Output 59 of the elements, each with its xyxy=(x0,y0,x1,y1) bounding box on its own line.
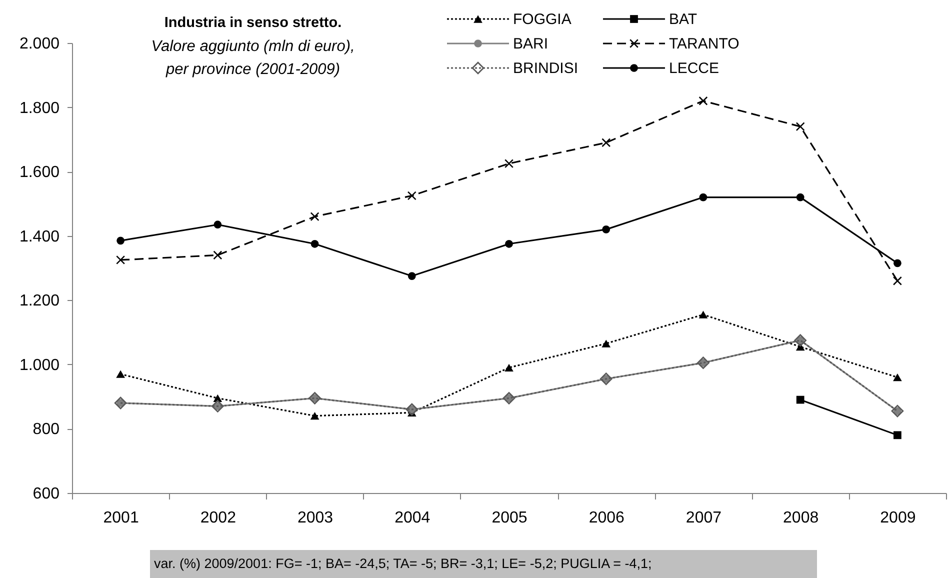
y-tick-label: 1.800 xyxy=(19,100,60,117)
chart-title: Industria in senso stretto. xyxy=(164,15,342,31)
x-tick-label: 2004 xyxy=(394,510,430,526)
legend-label: TARANTO xyxy=(669,36,740,52)
x-tick-label: 2009 xyxy=(880,510,916,526)
y-tick-label: 1.400 xyxy=(19,228,60,246)
legend-label: FOGGIA xyxy=(513,11,572,28)
point xyxy=(698,96,708,106)
point xyxy=(892,276,902,286)
point xyxy=(894,259,902,268)
y-tick-label: 1.000 xyxy=(19,356,60,374)
legend-label: LECCE xyxy=(669,60,720,77)
x-tick-label: 2006 xyxy=(588,510,625,526)
point xyxy=(893,373,902,382)
point xyxy=(505,240,513,248)
text: var. (%) 2009/2001: FG= -1; BA= -24,5; TA= -5; BR= -3,1; LE= -5,2; PUGLIA = -4,1; xyxy=(154,556,652,571)
point xyxy=(116,370,125,378)
point xyxy=(214,220,222,229)
legend-label: BARI xyxy=(513,36,548,52)
point xyxy=(213,250,222,260)
point xyxy=(114,396,127,410)
x-tick-label: 2002 xyxy=(200,510,236,526)
legend-label: BRINDISI xyxy=(513,60,578,77)
point xyxy=(408,272,416,280)
point xyxy=(602,226,610,234)
point xyxy=(796,193,804,202)
x-tick-label: 2001 xyxy=(103,510,139,526)
point xyxy=(794,334,807,346)
x-tick-label: 2008 xyxy=(783,510,819,526)
point xyxy=(796,122,805,132)
point xyxy=(502,392,516,404)
point xyxy=(602,138,611,148)
x-tick-label: 2007 xyxy=(686,510,722,526)
point xyxy=(698,310,708,318)
legend-label: BAT xyxy=(669,11,698,28)
y-tick-label: 600 xyxy=(32,486,60,502)
y-tick-label: 1.600 xyxy=(19,164,60,182)
point xyxy=(894,431,902,440)
point xyxy=(891,404,904,418)
point xyxy=(602,340,611,348)
point xyxy=(406,403,418,416)
chart-subtitle: Valore aggiunto (mln di euro), per province (2001-2009) xyxy=(151,38,355,78)
point xyxy=(600,372,612,386)
point xyxy=(116,236,124,245)
point xyxy=(796,396,804,404)
y-tick-label: 2.000 xyxy=(19,36,60,52)
x-tick-label: 2003 xyxy=(297,510,334,526)
point xyxy=(211,400,224,412)
point xyxy=(116,255,126,264)
point xyxy=(310,240,319,248)
y-tick-label: 1.200 xyxy=(19,292,60,310)
point xyxy=(504,364,514,372)
y-tick-label: 800 xyxy=(32,421,60,438)
x-tick-label: 2005 xyxy=(492,510,528,526)
point xyxy=(310,212,320,222)
point xyxy=(504,159,514,168)
point xyxy=(699,193,708,202)
point xyxy=(407,191,416,200)
point xyxy=(310,412,320,420)
